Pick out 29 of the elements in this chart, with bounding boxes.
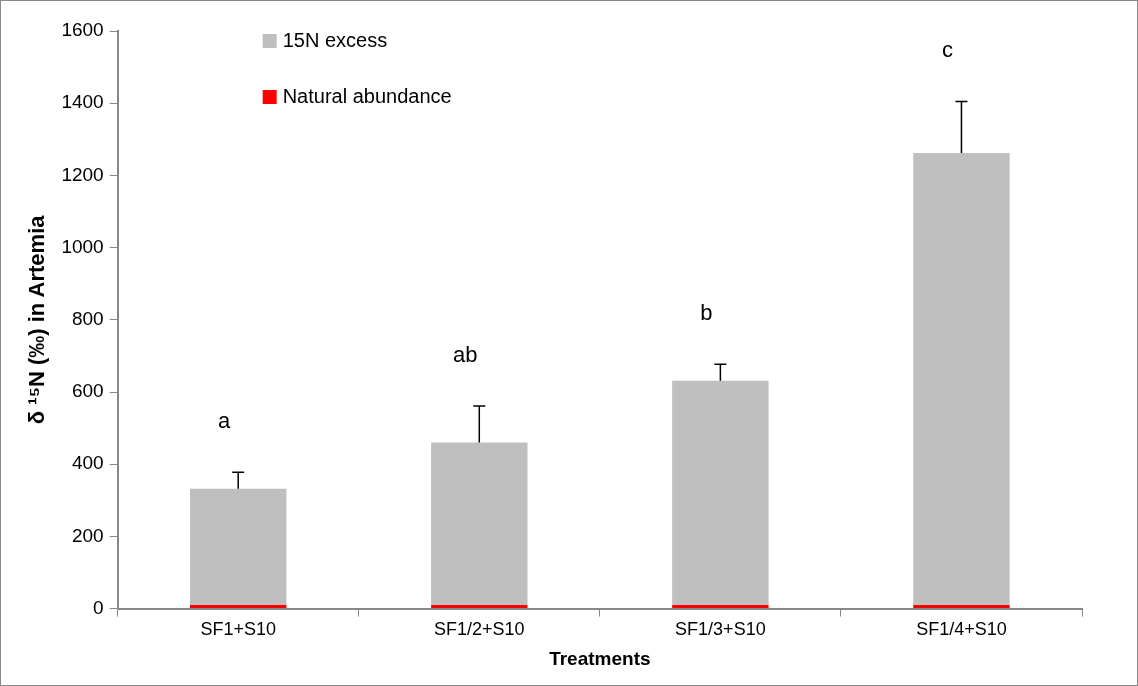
y-tick-label: 1200: [61, 163, 104, 185]
y-tick-label: 1600: [61, 19, 104, 41]
legend-label: 15N excess: [282, 28, 388, 51]
bar: [189, 604, 287, 609]
annotation: c: [941, 37, 953, 63]
y-tick-label: 600: [71, 380, 104, 402]
y-tick-label: 1000: [61, 235, 104, 257]
x-tick-label: SF1/4+S10: [916, 619, 1007, 640]
bar: [431, 442, 528, 605]
annotation: ab: [453, 342, 478, 368]
bar: [672, 604, 769, 609]
y-tick-label: 200: [71, 524, 104, 546]
y-tick-label: 0: [93, 596, 104, 618]
y-tick-label: 400: [71, 452, 104, 474]
y-axis-title: δ ¹⁵N (‰) in Artemia: [24, 214, 50, 425]
bar: [189, 488, 287, 605]
bar: [672, 380, 769, 605]
legend-label: Natural abundance: [282, 84, 452, 107]
annotation: a: [218, 408, 232, 434]
y-tick-label: 800: [71, 308, 104, 330]
x-tick-label: SF1/3+S10: [675, 619, 766, 640]
annotation: b: [700, 300, 713, 326]
x-axis-title: Treatments: [549, 647, 651, 669]
bar: [913, 153, 1010, 605]
y-tick-label: 1400: [61, 91, 104, 113]
bar: [431, 604, 528, 609]
x-tick-label: SF1+S10: [200, 619, 276, 640]
bar: [913, 604, 1010, 609]
x-tick-label: SF1/2+S10: [434, 619, 525, 640]
